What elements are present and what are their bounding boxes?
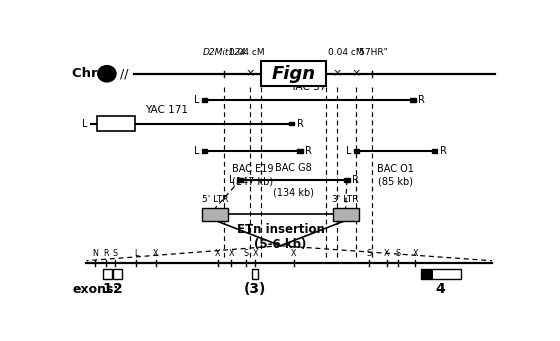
Text: R: R [103, 249, 109, 257]
Bar [113, 269, 122, 279]
Text: (134 kb): (134 kb) [273, 188, 314, 198]
Text: L: L [230, 175, 235, 185]
Bar [288, 122, 294, 125]
Text: R: R [440, 146, 447, 156]
Bar [261, 61, 326, 86]
Text: ×: × [352, 69, 361, 79]
Text: YAC 57: YAC 57 [291, 81, 327, 92]
Text: exons:: exons: [72, 283, 119, 296]
Text: X: X [412, 249, 418, 257]
Text: 3' LTR: 3' LTR [332, 195, 359, 204]
Text: Chr 2: Chr 2 [72, 67, 111, 80]
Text: S: S [243, 249, 248, 257]
Text: BAC G8: BAC G8 [275, 163, 312, 173]
Text: 0.04 cM: 0.04 cM [328, 48, 363, 57]
Bar [297, 149, 303, 153]
Bar [353, 149, 360, 153]
Text: X: X [153, 249, 158, 257]
Text: L: L [194, 146, 199, 156]
Text: R: R [297, 119, 304, 129]
Bar [432, 149, 437, 153]
Text: BAC O1
(85 kb): BAC O1 (85 kb) [377, 164, 414, 186]
Text: Fign: Fign [272, 65, 316, 83]
Ellipse shape [98, 65, 116, 82]
Text: R: R [352, 175, 359, 185]
Text: L: L [134, 249, 138, 257]
Text: L: L [82, 119, 87, 129]
Text: L: L [194, 95, 199, 105]
Text: "57HR": "57HR" [355, 48, 388, 57]
Text: X: X [291, 249, 296, 257]
Bar [410, 98, 416, 102]
Bar [202, 98, 207, 102]
Bar [237, 178, 243, 182]
Text: ×: × [332, 69, 342, 79]
Text: S: S [112, 249, 117, 257]
Bar [202, 149, 207, 153]
Text: ETn insertion
(5-6 kb): ETn insertion (5-6 kb) [236, 223, 324, 251]
Bar [103, 269, 111, 279]
Bar [433, 269, 460, 279]
Text: 0.04 cM: 0.04 cM [229, 48, 265, 57]
Bar [333, 208, 358, 221]
Text: (3): (3) [244, 282, 267, 296]
Text: YAC 171: YAC 171 [146, 105, 189, 115]
Text: R: R [305, 146, 312, 156]
Text: L: L [346, 146, 351, 156]
Text: X: X [253, 249, 258, 257]
Text: 4: 4 [436, 282, 446, 296]
Bar [202, 208, 228, 221]
Text: BAC E19
(147 kb): BAC E19 (147 kb) [231, 164, 273, 186]
Text: 5' LTR: 5' LTR [202, 195, 228, 204]
Text: X: X [215, 249, 220, 257]
Text: 1: 1 [102, 282, 112, 296]
Text: D2Mit124: D2Mit124 [202, 48, 246, 57]
Text: S: S [395, 249, 400, 257]
Bar [344, 178, 349, 182]
Text: X: X [228, 249, 234, 257]
Text: N: N [92, 249, 98, 257]
Bar [97, 116, 135, 131]
Text: ×: × [245, 69, 255, 79]
Text: //: // [120, 67, 128, 80]
Text: R: R [418, 95, 425, 105]
Text: S: S [367, 249, 372, 257]
Bar [253, 269, 258, 279]
Text: X: X [384, 249, 390, 257]
Text: 2: 2 [113, 282, 123, 296]
Bar [421, 269, 433, 279]
Bar [421, 269, 460, 279]
